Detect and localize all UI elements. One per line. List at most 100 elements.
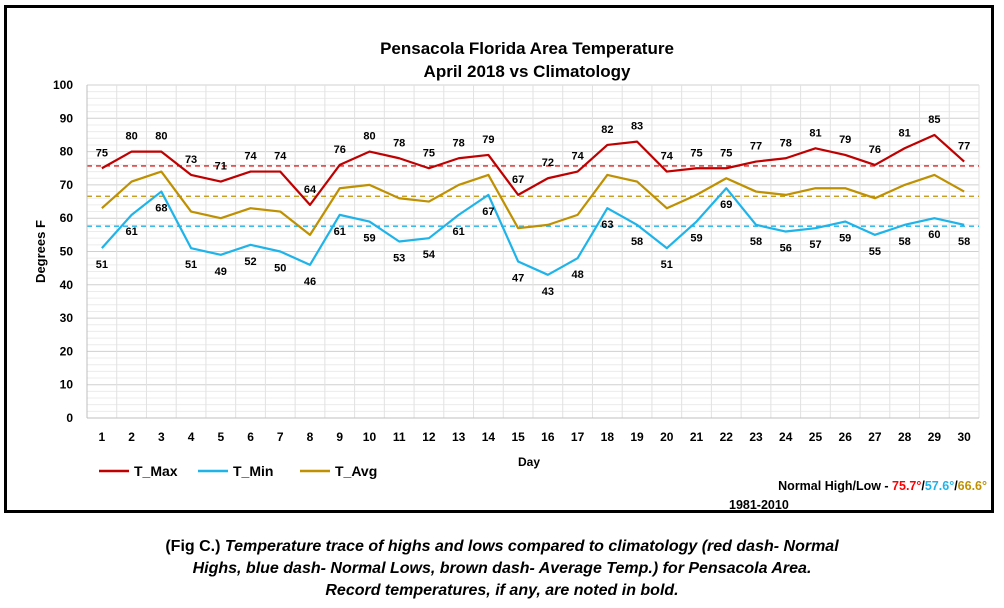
x-tick-label: 11 <box>393 430 406 444</box>
x-tick-label: 15 <box>511 430 525 444</box>
y-tick-label: 70 <box>60 178 74 192</box>
x-tick-label: 27 <box>868 430 882 444</box>
normals-separator: / <box>921 479 925 493</box>
data-label-tmin: 50 <box>274 263 286 275</box>
data-label-tmin: 55 <box>869 246 881 258</box>
x-tick-label: 19 <box>630 430 644 444</box>
caption-text-1: Temperature trace of highs and lows comp… <box>224 538 839 555</box>
y-tick-label: 100 <box>53 78 73 92</box>
data-label-tmin: 43 <box>542 286 554 298</box>
x-tick-label: 28 <box>898 430 912 444</box>
x-tick-label: 20 <box>660 430 674 444</box>
x-tick-label: 18 <box>601 430 615 444</box>
x-tick-label: 22 <box>720 430 734 444</box>
normal-low-value: 57.6° <box>925 479 954 493</box>
y-tick-label: 40 <box>60 278 74 292</box>
chart-frame: 0 10 20 30 40 50 60 70 80 90 100 1 2 3 4 5 6 7 8 9 10 11 12 13 1… <box>4 5 994 513</box>
normals-prefix: Normal High/Low - <box>778 479 892 493</box>
x-tick-label: 7 <box>277 430 284 444</box>
x-tick-label: 16 <box>541 430 555 444</box>
data-label-tmin: 59 <box>690 233 702 245</box>
y-tick-label: 90 <box>60 111 74 125</box>
data-label-tmax: 78 <box>393 137 405 149</box>
x-tick-label: 9 <box>336 430 343 444</box>
caption-lead: (Fig C.) <box>165 538 225 555</box>
data-label-tmax: 76 <box>869 144 881 156</box>
normals-period: 1981-2010 <box>729 498 789 510</box>
x-tick-label: 13 <box>452 430 466 444</box>
x-tick-label: 30 <box>957 430 971 444</box>
data-label-tmax: 74 <box>571 151 584 163</box>
x-tick-label: 25 <box>809 430 823 444</box>
data-label-tmax: 79 <box>482 134 494 146</box>
x-axis-title: Day <box>518 455 540 469</box>
data-label-tmin: 51 <box>661 259 673 271</box>
data-label-tmax: 75 <box>96 147 108 159</box>
data-label-tmin: 61 <box>125 226 137 238</box>
x-tick-label: 3 <box>158 430 165 444</box>
x-tick-label: 2 <box>128 430 135 444</box>
caption-line-2: Highs, blue dash- Normal Lows, brown das… <box>192 560 812 577</box>
data-label-tmin: 59 <box>839 233 851 245</box>
x-tick-label: 14 <box>482 430 496 444</box>
data-label-tmax: 77 <box>750 141 762 153</box>
x-tick-label: 12 <box>422 430 436 444</box>
data-label-tmin: 59 <box>363 233 375 245</box>
data-label-tmax: 76 <box>334 144 346 156</box>
caption-line-1: (Fig C.) Temperature trace of highs and … <box>0 536 1004 558</box>
data-label-tmin: 52 <box>244 256 256 268</box>
series-line-t-max <box>101 133 965 206</box>
x-tick-label: 24 <box>779 430 793 444</box>
data-label-tmin: 48 <box>571 269 583 281</box>
data-label-tmax: 78 <box>780 137 792 149</box>
data-label-tmax: 73 <box>185 154 197 166</box>
data-label-tmin: 58 <box>750 236 762 248</box>
y-tick-label: 10 <box>60 378 74 392</box>
data-label-tmax: 81 <box>899 127 911 139</box>
data-label-tmax: 81 <box>809 127 821 139</box>
data-label-tmax: 75 <box>690 147 702 159</box>
data-label-tmin: 67 <box>482 206 494 218</box>
data-label-tmin: 68 <box>155 203 167 215</box>
x-tick-label: 1 <box>99 430 106 444</box>
data-label-tmin: 61 <box>453 226 465 238</box>
legend-label: T_Max <box>134 463 178 479</box>
data-label-tmin: 56 <box>780 243 792 255</box>
y-axis-title: Degrees F <box>33 220 48 283</box>
normals-text: Normal High/Low - 75.7°/57.6°/66.6° <box>778 479 987 493</box>
x-tick-label: 8 <box>307 430 314 444</box>
data-label-tmax: 80 <box>363 131 375 143</box>
data-label-tmax: 74 <box>661 151 674 163</box>
y-tick-label: 30 <box>60 311 74 325</box>
y-tick-label: 80 <box>60 145 74 159</box>
series-line-t-avg <box>101 170 965 236</box>
data-label-tmax: 74 <box>274 151 287 163</box>
data-label-tmin: 54 <box>423 249 436 261</box>
chart-text: Pensacola Florida Area Temperature April … <box>33 39 987 510</box>
data-label-tmin: 58 <box>899 236 911 248</box>
data-label-tmax: 75 <box>720 147 732 159</box>
data-label-tmax: 67 <box>512 174 524 186</box>
series-layer <box>101 133 965 276</box>
legend-label: T_Min <box>233 463 273 479</box>
data-label-tmin: 60 <box>928 229 940 241</box>
grid-layer <box>86 84 980 419</box>
data-label-tmin: 58 <box>631 236 643 248</box>
data-label-tmax: 75 <box>423 147 435 159</box>
data-label-tmin: 47 <box>512 272 524 284</box>
y-tick-label: 20 <box>60 344 74 358</box>
y-tick-label: 50 <box>60 245 74 259</box>
data-label-tmin: 51 <box>96 259 108 271</box>
data-label-tmax: 77 <box>958 141 970 153</box>
x-tick-label: 17 <box>571 430 585 444</box>
data-label-tmax: 85 <box>928 114 940 126</box>
data-label-tmin: 51 <box>185 259 197 271</box>
data-label-tmax: 80 <box>155 131 167 143</box>
caption-line-3: Record temperatures, if any, are noted i… <box>325 582 679 599</box>
data-label-tmin: 69 <box>720 199 732 211</box>
legend: T_Max T_Min T_Avg <box>99 463 377 479</box>
data-label-tmax: 80 <box>125 131 137 143</box>
data-label-tmax: 79 <box>839 134 851 146</box>
